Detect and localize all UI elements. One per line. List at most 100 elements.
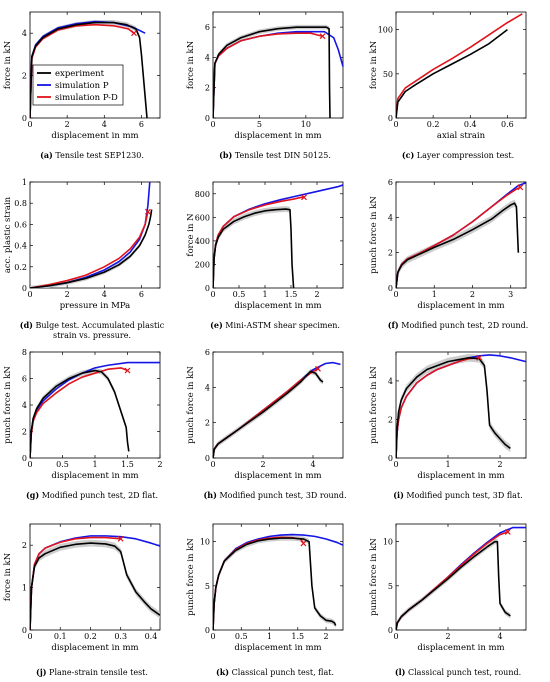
y-tick-label: 0 (22, 284, 27, 293)
legend-box (32, 64, 124, 106)
axes-frame (29, 181, 161, 289)
series-line-simulation-p-d (30, 211, 149, 288)
chart-caption: (l) Classical punch test, round. (366, 667, 550, 678)
axes-frame (395, 11, 527, 119)
y-tick-label: 100 (378, 26, 393, 35)
y-tick-label: 400 (195, 237, 210, 246)
chart-panel-c: 0 0.2 0.4 0.6 0 50 100 axial strain force in kN (… (366, 0, 550, 170)
series-line-experiment (213, 370, 324, 458)
series-line-simulation-p-d (213, 536, 305, 630)
y-tick-label: 6 (22, 375, 27, 384)
x-tick-label: 0 (393, 120, 398, 129)
x-tick-label: 2 (260, 460, 265, 469)
failure-marker (131, 30, 137, 37)
x-tick-label: 0 (210, 120, 215, 129)
y-axis-label: acc. plastic strain (3, 196, 13, 273)
chart-caption: (j) Plane-strain tensile test. (0, 667, 184, 678)
chart-svg-j: 0 0.1 0.2 0.3 0.4 0 1 2 displacement in mm force … (3, 523, 161, 653)
x-tick-label: 0.4 (464, 120, 477, 129)
x-axis-label: displacement in mm (51, 471, 138, 481)
x-tick-label: 0 (210, 632, 215, 641)
series-line-experiment (396, 540, 511, 630)
x-tick-label: 0.5 (56, 460, 69, 469)
caption-label: (c) (401, 150, 415, 160)
failure-marker (301, 194, 307, 201)
failure-marker (504, 529, 511, 535)
x-tick-label: 0 (393, 632, 398, 641)
failure-marker (300, 540, 307, 547)
y-tick-label: 2 (22, 72, 27, 81)
x-tick-label: 10 (301, 120, 311, 129)
x-tick-label: 2 (65, 290, 70, 299)
y-tick-label: 600 (195, 213, 210, 222)
x-tick-label: 0 (27, 120, 32, 129)
x-axis-label: axial strain (437, 131, 486, 141)
experiment-band (396, 539, 511, 630)
x-tick-label: 0 (210, 290, 215, 299)
experiment-band (30, 20, 147, 118)
chart-caption: (h) Modified punch test, 3D round. (183, 490, 367, 501)
x-tick-label: 1 (262, 290, 267, 299)
caption-text: Bulge test. Accumulated plastic strain v… (32, 321, 165, 340)
axes-frame (212, 351, 344, 459)
chart-panel-j: 0 0.1 0.2 0.3 0.4 0 1 2 displacement in mm force … (0, 512, 184, 682)
legend-label: simulation P (55, 81, 109, 91)
experiment-band (396, 353, 511, 458)
axes-frame (212, 181, 344, 289)
caption-label: (d) (19, 320, 33, 330)
y-tick-label: 0 (22, 114, 27, 123)
x-axis-label: displacement in mm (417, 301, 504, 311)
x-tick-label: 5 (257, 120, 262, 129)
caption-label: (b) (219, 150, 233, 160)
x-tick-label: 4 (102, 290, 107, 299)
y-tick-label: 0 (22, 454, 27, 463)
chart-caption: (g) Modified punch test, 2D flat. (0, 490, 184, 501)
caption-text: Modified punch test, 2D round. (398, 321, 529, 330)
y-tick-label: 4 (205, 383, 210, 392)
chart-panel-e: 0 0.5 1 1.5 2 0 200 400 600 800 displacement in mm… (183, 170, 367, 340)
x-tick-label: 1 (267, 632, 272, 641)
series-line-simulation-p (213, 184, 344, 288)
caption-label: (h) (203, 490, 217, 500)
x-tick-label: 6 (139, 290, 144, 299)
y-tick-label: 6 (388, 178, 393, 187)
chart-caption: (k) Classical punch test, flat. (183, 667, 367, 678)
x-tick-label: 6 (139, 120, 144, 129)
x-tick-label: 0 (210, 460, 215, 469)
y-tick-label: 800 (195, 190, 210, 199)
y-tick-label: 2 (388, 415, 393, 424)
x-tick-label: 4 (102, 120, 107, 129)
y-tick-label: 2 (205, 419, 210, 428)
x-tick-label: 2 (65, 120, 70, 129)
x-axis-label: displacement in mm (234, 643, 321, 653)
chart-svg-l: 0 2 4 0 5 10 displacement in mm punch force in … (369, 523, 527, 653)
y-axis-label: force in kN (369, 40, 379, 89)
y-tick-label: 8 (22, 348, 27, 357)
y-tick-label: 0 (388, 454, 393, 463)
axes-frame (395, 351, 527, 459)
y-tick-label: 2 (388, 249, 393, 258)
caption-label: (l) (394, 667, 406, 677)
chart-caption: (e) Mini-ASTM shear specimen. (183, 320, 367, 331)
x-tick-label: 0 (27, 290, 32, 299)
x-tick-label: 1.5 (291, 632, 304, 641)
chart-caption: (a) Tensile test SEP1230. (0, 150, 184, 161)
x-tick-label: 1 (92, 460, 97, 469)
experiment-band (30, 367, 129, 458)
chart-panel-a: 0 2 4 6 0 2 4 displacement in mm force in kN expe… (0, 0, 184, 170)
series-line-experiment (396, 202, 520, 288)
x-axis-label: displacement in mm (417, 471, 504, 481)
x-tick-label: 3 (508, 290, 513, 299)
caption-label: (g) (25, 490, 40, 500)
series-line-simulation-p (30, 361, 160, 458)
y-tick-label: 0 (205, 454, 210, 463)
chart-caption: (i) Modified punch test, 3D flat. (366, 490, 550, 501)
y-tick-label: 0 (388, 284, 393, 293)
experiment-band (213, 535, 336, 630)
chart-svg-i: 0 1 2 0 2 4 displacement in mm punch force in k… (369, 351, 527, 481)
y-tick-label: 50 (383, 70, 393, 79)
y-tick-label: 4 (388, 213, 393, 222)
caption-text: Classical punch test, flat. (229, 668, 335, 677)
chart-svg-f: 0 1 2 3 0 2 4 6 displacement in mm punch force in… (369, 178, 527, 311)
